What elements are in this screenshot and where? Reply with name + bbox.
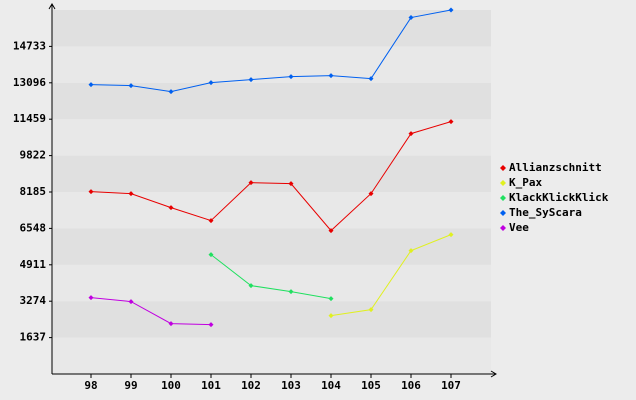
data-point — [168, 205, 174, 211]
grid-band — [52, 82, 491, 120]
y-tick-label: 14733 — [13, 39, 46, 52]
grid-band — [52, 301, 491, 338]
grid-band — [52, 264, 491, 302]
y-tick-label: 6548 — [20, 221, 47, 234]
legend-label: Allianzschnitt — [509, 161, 602, 174]
legend-marker — [500, 180, 506, 186]
x-tick-label: 98 — [84, 379, 97, 392]
x-tick-label: 106 — [401, 379, 421, 392]
data-point — [208, 218, 214, 224]
x-tick-label: 102 — [241, 379, 261, 392]
data-point — [448, 7, 454, 13]
data-point — [288, 181, 294, 187]
x-tick-label: 99 — [124, 379, 137, 392]
legend-label: K_Pax — [509, 176, 542, 189]
legend-label: KlackKlickKlick — [509, 191, 609, 204]
data-point — [248, 283, 254, 289]
data-point — [368, 191, 374, 197]
axis-arrow — [48, 3, 56, 10]
x-tick-label: 105 — [361, 379, 381, 392]
legend-marker — [500, 165, 506, 171]
series-line — [90, 297, 212, 326]
data-point — [328, 296, 334, 302]
data-point — [88, 82, 94, 88]
data-point — [288, 289, 294, 295]
legend-marker — [500, 195, 506, 201]
y-tick-label: 3274 — [20, 294, 47, 307]
grid-band — [52, 155, 491, 192]
data-point — [168, 321, 174, 327]
data-point — [88, 189, 94, 195]
data-point — [248, 180, 254, 186]
data-point — [208, 80, 214, 86]
data-point — [128, 191, 134, 197]
data-point — [208, 322, 214, 328]
grid-band — [52, 119, 491, 156]
legend-marker — [500, 225, 506, 231]
grid-band — [52, 192, 491, 229]
y-tick-label: 8185 — [20, 185, 47, 198]
data-point — [408, 248, 414, 254]
series-line — [210, 254, 332, 300]
legend-label: The_SyScara — [509, 206, 582, 219]
y-tick-label: 1637 — [20, 331, 47, 344]
y-tick-label: 11459 — [13, 112, 46, 125]
data-point — [88, 295, 94, 301]
y-tick-label: 13096 — [13, 76, 46, 89]
legend-marker — [500, 210, 506, 216]
data-point — [128, 299, 134, 305]
grid-band — [52, 10, 491, 47]
data-point — [328, 73, 334, 79]
grid-band — [52, 337, 491, 374]
data-point — [408, 131, 414, 137]
data-point — [328, 313, 334, 319]
series-line — [90, 121, 452, 232]
y-tick-label: 9822 — [20, 149, 47, 162]
axis-arrow — [490, 370, 497, 378]
data-point — [168, 89, 174, 95]
grid-band — [52, 46, 491, 83]
grid-band — [52, 228, 491, 265]
x-tick-label: 101 — [201, 379, 221, 392]
data-point — [408, 15, 414, 21]
legend-label: Vee — [509, 221, 529, 234]
x-tick-label: 104 — [321, 379, 341, 392]
data-point — [368, 307, 374, 313]
x-tick-label: 100 — [161, 379, 181, 392]
y-tick-label: 4911 — [20, 258, 47, 271]
data-point — [288, 74, 294, 80]
data-point — [328, 228, 334, 234]
x-tick-label: 107 — [441, 379, 461, 392]
data-point — [248, 77, 254, 83]
data-point — [368, 76, 374, 82]
data-point — [208, 252, 214, 258]
series-line — [330, 234, 452, 317]
data-point — [448, 119, 454, 125]
x-tick-label: 103 — [281, 379, 301, 392]
data-point — [128, 83, 134, 89]
data-point — [448, 232, 454, 238]
series-line — [90, 9, 452, 93]
